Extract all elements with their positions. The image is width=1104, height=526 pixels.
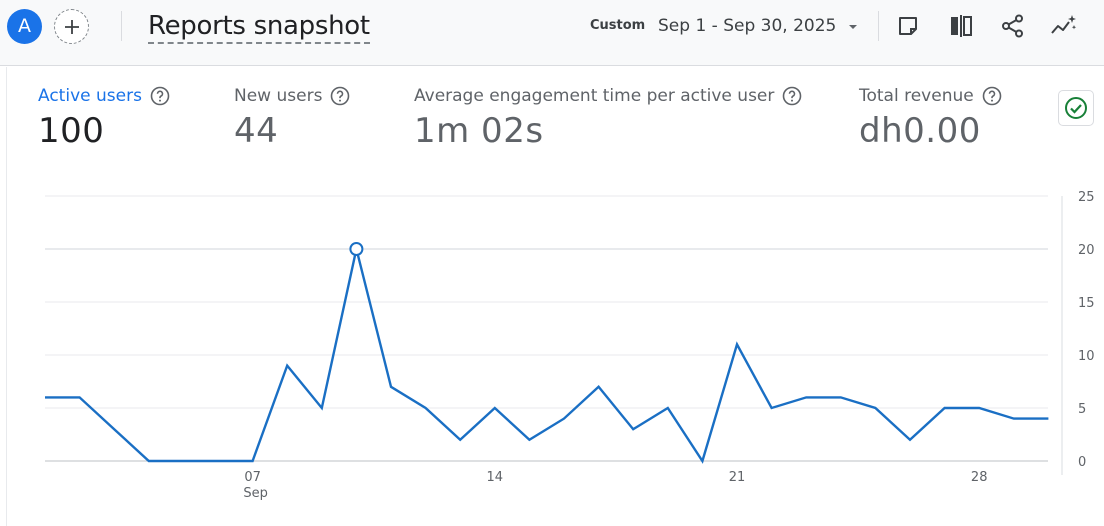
highlighted-data-point[interactable] xyxy=(349,242,364,256)
x-tick-sublabel: Sep xyxy=(243,486,268,501)
data-point[interactable] xyxy=(766,402,778,414)
data-point[interactable] xyxy=(454,434,466,446)
x-tick-label: 21 xyxy=(729,470,746,485)
data-point[interactable] xyxy=(385,381,397,393)
data-point[interactable] xyxy=(696,455,708,467)
metric-value: 1m 02s xyxy=(414,111,544,151)
check-circle-icon xyxy=(1065,97,1087,119)
y-axis: 0 5 10 15 20 25 xyxy=(1078,190,1095,470)
share-button[interactable] xyxy=(998,11,1028,41)
data-point[interactable] xyxy=(212,455,224,467)
data-point[interactable] xyxy=(489,402,501,414)
insights-icon xyxy=(1051,15,1077,34)
data-point[interactable] xyxy=(316,402,328,414)
metric-label: Total revenue xyxy=(859,86,974,106)
metric-avg-engagement-time[interactable]: Average engagement time per active user … xyxy=(414,86,802,151)
data-point[interactable] xyxy=(593,381,605,393)
add-comparison-icon xyxy=(64,19,79,34)
chart-gridlines xyxy=(45,195,1063,475)
share-icon xyxy=(1002,14,1023,38)
insights-button[interactable] xyxy=(1049,11,1079,41)
date-mode-label: Custom xyxy=(590,18,646,33)
data-point[interactable] xyxy=(662,402,674,414)
customize-report-button[interactable] xyxy=(893,11,923,41)
metric-value: dh0.00 xyxy=(859,111,981,151)
page-title[interactable]: Reports snapshot xyxy=(148,10,370,44)
data-point[interactable] xyxy=(247,455,259,467)
x-tick-label: 28 xyxy=(971,470,988,485)
series-line[interactable] xyxy=(45,248,1049,464)
data-point[interactable] xyxy=(731,338,743,350)
compare-button[interactable] xyxy=(946,11,976,41)
y-tick-label: 15 xyxy=(1078,296,1095,311)
data-point[interactable] xyxy=(74,391,86,403)
data-point[interactable] xyxy=(939,402,951,414)
data-point[interactable] xyxy=(869,402,881,414)
y-tick-label: 25 xyxy=(1078,190,1095,205)
data-point[interactable] xyxy=(1008,413,1020,425)
data-point[interactable] xyxy=(177,455,189,467)
content-border xyxy=(6,67,7,526)
data-point[interactable] xyxy=(39,391,51,403)
data-point[interactable] xyxy=(143,455,155,467)
data-point[interactable] xyxy=(904,434,916,446)
chart-series[interactable] xyxy=(39,242,1054,467)
customize-report-icon xyxy=(899,17,917,35)
metric-label: New users xyxy=(234,86,323,106)
metric-value: 44 xyxy=(234,111,279,151)
add-comparison-button[interactable] xyxy=(54,9,89,44)
y-tick-label: 5 xyxy=(1078,402,1086,417)
data-point[interactable] xyxy=(1042,413,1054,425)
data-point[interactable] xyxy=(627,423,639,435)
compare-icon xyxy=(951,15,972,37)
data-quality-status-button[interactable] xyxy=(1058,90,1094,126)
toolbar-divider xyxy=(878,11,879,41)
metric-label: Average engagement time per active user xyxy=(414,86,775,106)
header-divider xyxy=(121,11,122,41)
help-icon[interactable] xyxy=(330,86,350,106)
data-point[interactable] xyxy=(800,391,812,403)
data-point[interactable] xyxy=(523,434,535,446)
date-range-picker[interactable]: Sep 1 - Sep 30, 2025 xyxy=(658,16,837,36)
data-point[interactable] xyxy=(281,360,293,372)
y-tick-label: 0 xyxy=(1078,455,1086,470)
account-avatar[interactable]: A xyxy=(7,9,42,44)
metric-value: 100 xyxy=(38,111,105,151)
data-point[interactable] xyxy=(835,391,847,403)
help-icon[interactable] xyxy=(782,86,802,106)
x-tick-label: 14 xyxy=(487,470,504,485)
metric-label: Active users xyxy=(38,86,142,106)
metric-total-revenue[interactable]: Total revenue dh0.00 xyxy=(859,86,1002,151)
metric-active-users[interactable]: Active users 100 xyxy=(38,86,170,151)
chevron-down-icon[interactable] xyxy=(846,20,860,34)
data-point[interactable] xyxy=(973,402,985,414)
data-point[interactable] xyxy=(558,413,570,425)
data-point[interactable] xyxy=(420,402,432,414)
x-tick-label: 07 xyxy=(244,470,261,485)
help-icon[interactable] xyxy=(150,86,170,106)
help-icon[interactable] xyxy=(982,86,1002,106)
report-header: A Reports snapshot Custom Sep 1 - Sep 30… xyxy=(0,0,1104,66)
metric-new-users[interactable]: New users 44 xyxy=(234,86,350,151)
y-tick-label: 10 xyxy=(1078,349,1095,364)
data-point[interactable] xyxy=(108,423,120,435)
y-tick-label: 20 xyxy=(1078,243,1095,258)
